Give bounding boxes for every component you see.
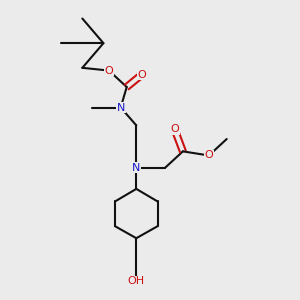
Text: O: O <box>137 70 146 80</box>
Text: OH: OH <box>128 277 145 286</box>
Text: O: O <box>104 66 113 76</box>
Text: N: N <box>116 103 125 112</box>
Text: N: N <box>132 163 140 173</box>
Text: O: O <box>170 124 179 134</box>
Text: O: O <box>205 151 213 160</box>
